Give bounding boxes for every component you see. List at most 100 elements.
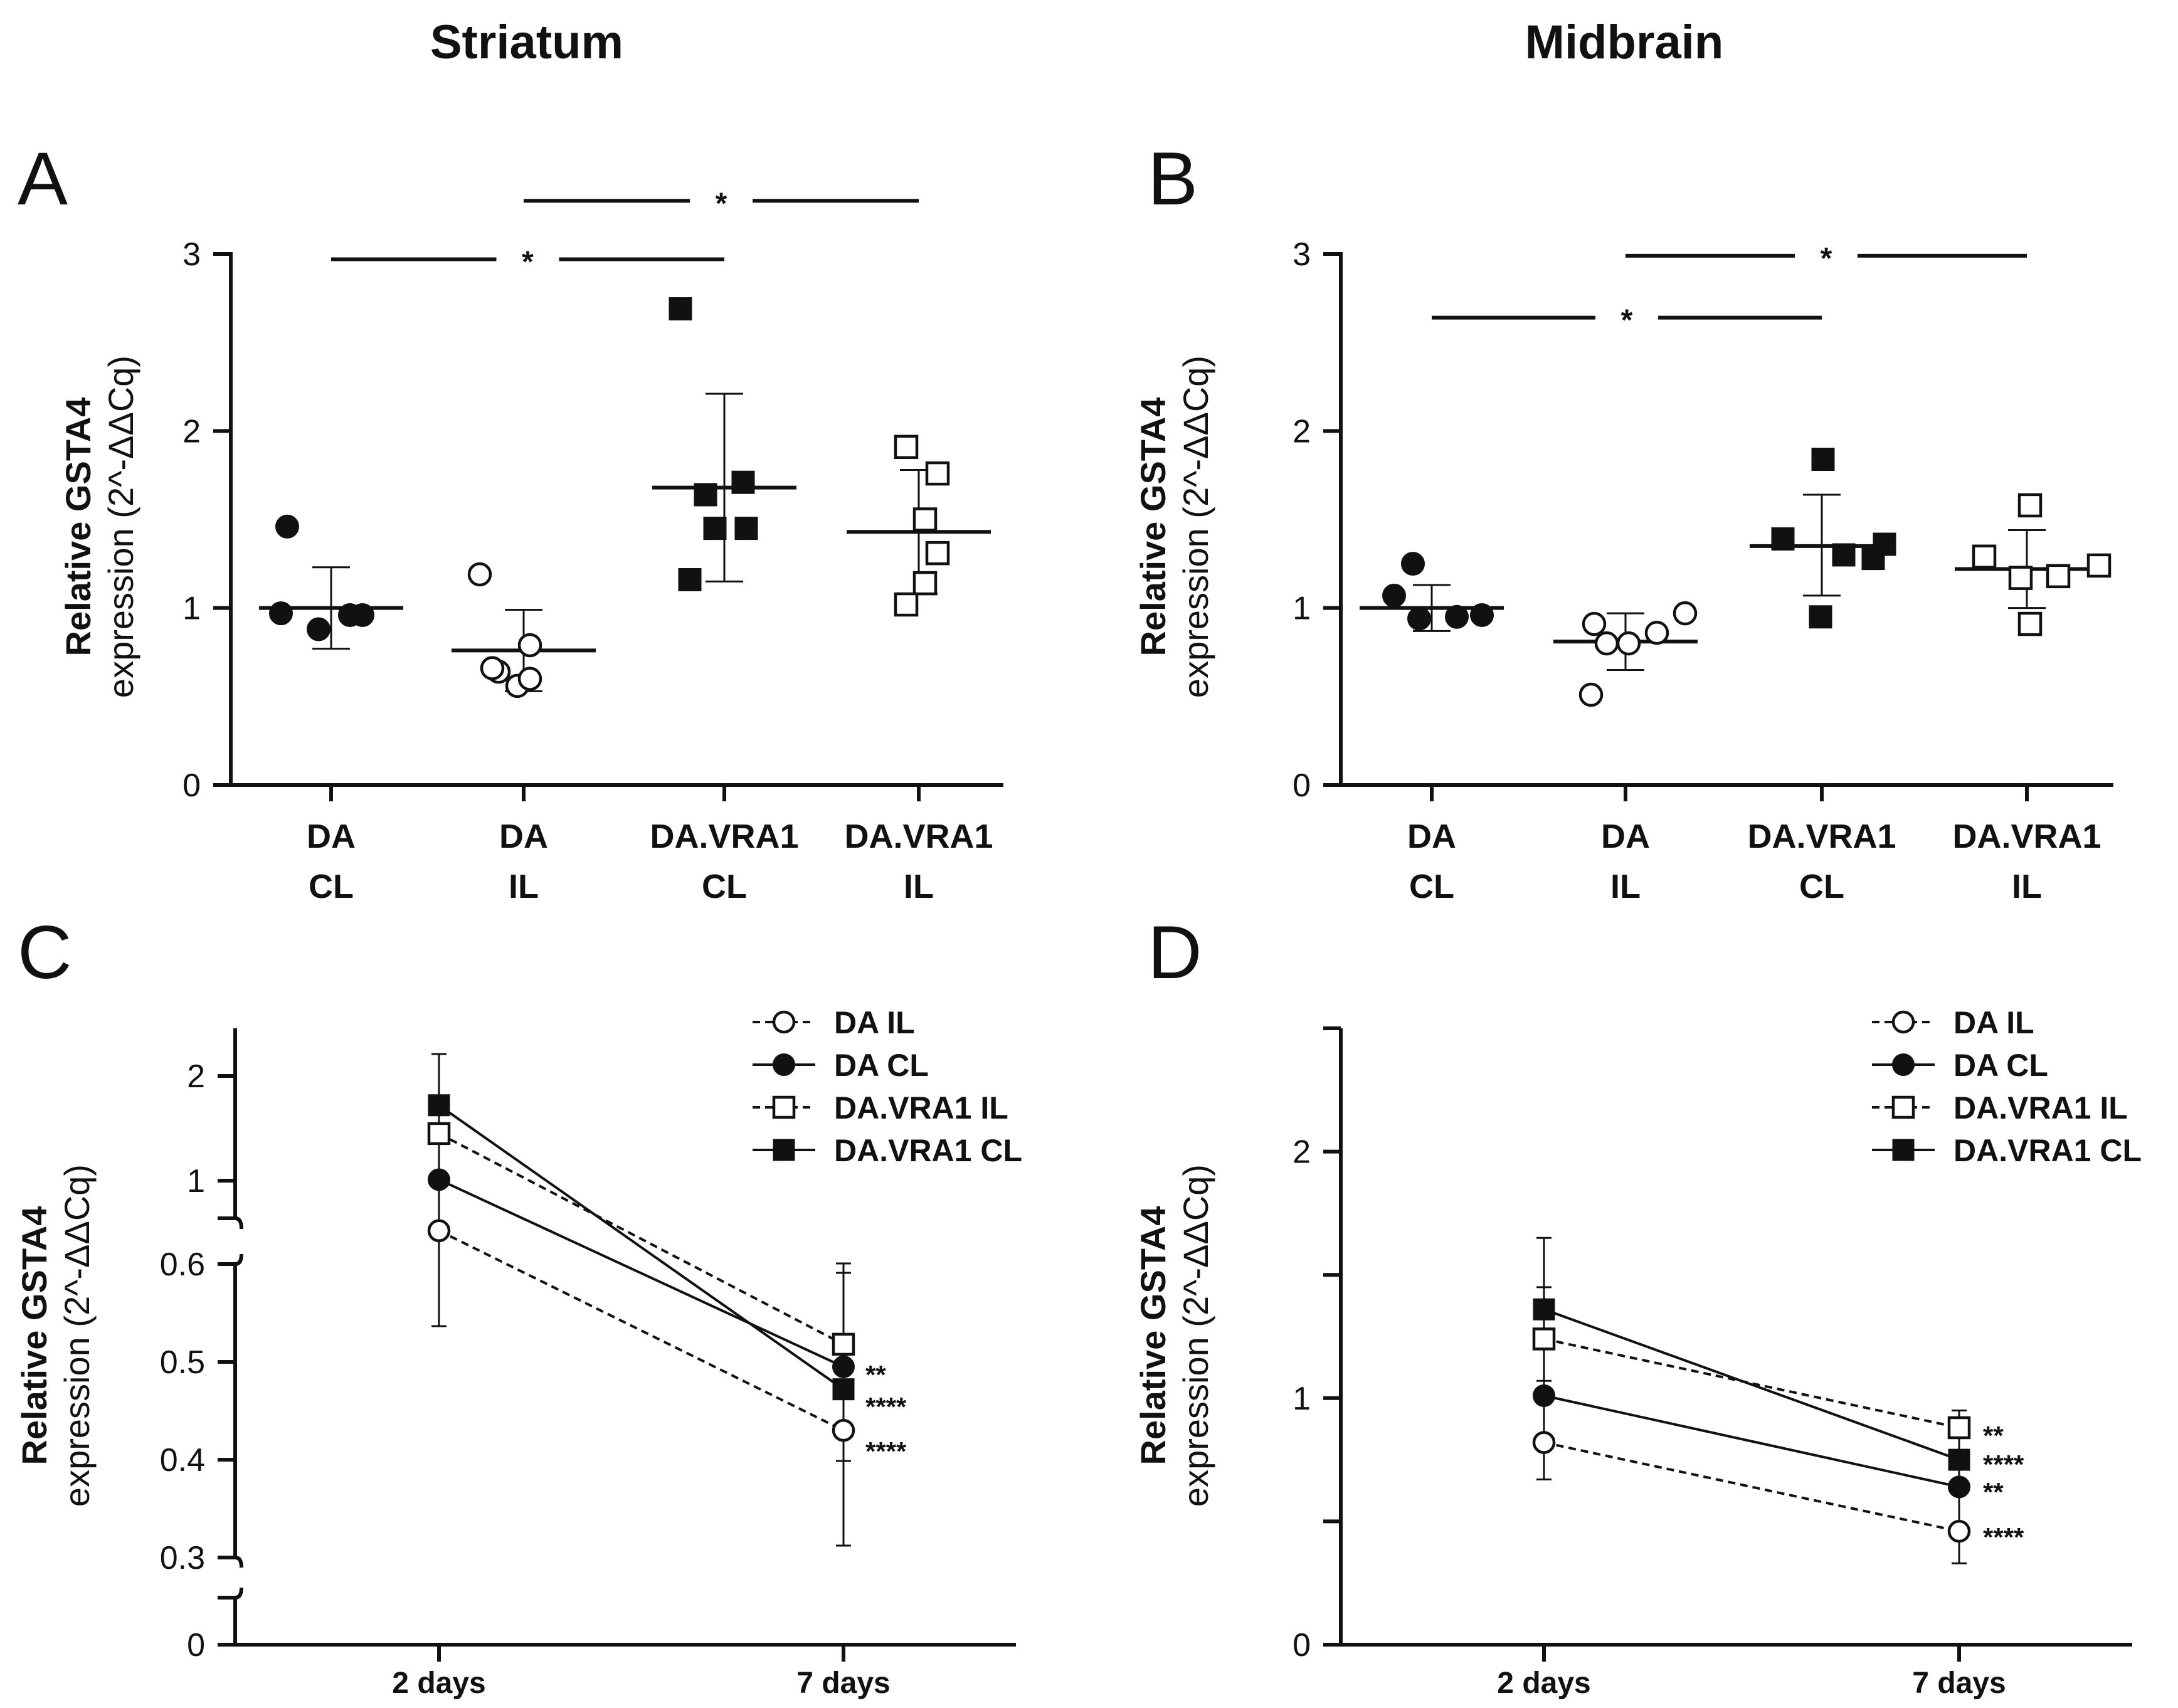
panel-b-ytick-label: 1 [1293,591,1311,627]
panel-a-data-point [467,562,492,587]
panel-a-data-point [925,461,950,486]
panel-a-xtick-label: IL [904,868,934,905]
panel-a-sig-star: * [716,187,727,220]
panel-b-data-point [1809,605,1832,629]
panel-c-legend-label: DA.VRA1 IL [834,1090,1008,1125]
panel-b-data-point [1582,611,1607,636]
panel-a-data-point [734,517,758,540]
panel-b-data-point [2046,564,2071,589]
panel-d-sig-stars: ** [1983,1421,2004,1450]
panel-b-ytick-label: 2 [1293,413,1311,450]
panel-c-ytick-label: 0.4 [160,1442,205,1479]
panel-c-sig-stars: ** [865,1360,886,1389]
panel-a-ylabel-line2: expression (2^-ΔΔCq) [101,356,140,698]
panel-c-legend-marker [772,1010,796,1034]
panel-c-data-point [832,1355,855,1378]
panel-b-data-point [1673,601,1698,626]
panel-c-series-line [438,1230,844,1431]
panel-d-legend-label: DA CL [1953,1048,2048,1083]
panel-c-xtick-label: 2 days [392,1667,485,1700]
panel-c-ylabel-line2: expression (2^-ΔΔCq) [57,1164,97,1507]
panel-a-data-point [480,656,505,680]
panel-d-sig-stars: ** [1983,1477,2004,1507]
panel-c-data-point [427,1122,451,1146]
panel-d-ytick-label: 2 [1293,1134,1311,1171]
striatum-title: Striatum [430,16,624,69]
panel-b-data-point [1832,543,1856,567]
panel-a-xtick-label: CL [309,868,354,905]
panel-b-xtick-label: DA [1601,818,1650,855]
panel-d-data-point [1947,1519,1971,1543]
panel-a-data-point [517,633,542,658]
panel-d-series-line [1543,1441,1960,1533]
panel-b-ytick-label: 3 [1293,236,1311,273]
panel-letter-b: B [1148,137,1198,221]
panel-b-xtick-label: DA [1407,818,1456,855]
panel-c-legend-label: DA.VRA1 CL [834,1133,1022,1168]
panel-d-data-point [1947,1416,1971,1440]
panel-d-legend-marker [1892,1053,1915,1076]
panel-b-xtick-label: DA.VRA1 [1952,818,2101,855]
panel-d-legend-label: DA.VRA1 CL [1953,1133,2142,1168]
panel-d-legend-label: DA.VRA1 IL [1953,1090,2128,1125]
panel-d-ytick-label: 1 [1293,1381,1311,1417]
panel-c-series-line [438,1104,845,1391]
panel-a-data-point [703,517,727,540]
panel-a-data-point [694,483,717,507]
panel-b-xtick-label: CL [1409,868,1454,905]
panel-a-sig-star: * [522,245,534,278]
panel-c-ylabel-line1: Relative GSTA4 [14,1206,54,1465]
panel-b-ylabel-line2: expression (2^-ΔΔCq) [1176,356,1215,698]
panel-b-data-point [1407,606,1431,631]
panel-d-data-point [1532,1327,1556,1351]
panel-d-series-line [1543,1394,1960,1489]
panel-b-data-point [1811,448,1835,472]
panel-c-data-point [832,1332,855,1356]
panel-d-xtick-label: 2 days [1497,1667,1590,1700]
panel-b-sig-star: * [1821,242,1832,275]
panel-a-data-point [351,603,374,627]
panel-a-data-point [731,470,755,494]
panel-c-xtick-label: 7 days [796,1667,890,1700]
panel-b-data-point [1382,583,1406,608]
panel-b-ylabel-line1: Relative GSTA4 [1133,398,1173,656]
panel-b-data-point [2086,553,2112,578]
panel-c-series-line [438,1178,844,1368]
panel-d-legend-marker [1891,1010,1915,1034]
panel-d-sig-stars: **** [1983,1522,2024,1552]
panel-a-ylabel-line1: Relative GSTA4 [58,398,98,656]
panel-b-data-point [2017,611,2043,636]
panel-d-sig-stars: **** [1983,1450,2024,1479]
panel-c-legend-marker [773,1053,795,1076]
panel-d-data-point [1533,1384,1555,1407]
panel-a-data-point [269,601,293,626]
panel-b-data-point [1972,544,1997,569]
panel-c-axis-break [218,1587,243,1600]
panel-d-data-point [1948,1448,1970,1471]
panel-c-axis-break [218,1556,243,1568]
panel-b-data-point [1616,631,1641,656]
panel-c-ytick-label: 2 [187,1058,205,1095]
panel-a-data-point [275,514,299,539]
panel-a-data-point [894,435,919,459]
panel-a-data-point [669,297,692,321]
panel-a-ytick-label: 1 [182,591,201,627]
panel-c-ytick-label: 0 [187,1627,205,1663]
panel-d-data-point [1948,1475,1970,1499]
panel-b-data-point [1445,604,1469,629]
panel-d-ylabel-line2: expression (2^-ΔΔCq) [1176,1164,1215,1507]
panel-a-xtick-label: CL [702,868,747,905]
panel-d-xtick-label: 7 days [1912,1667,2006,1700]
panel-d-ytick-label: 0 [1293,1627,1311,1663]
midbrain-title: Midbrain [1525,16,1724,69]
panel-letter-d: D [1148,910,1202,994]
panel-a-xtick-label: DA.VRA1 [650,818,798,855]
panel-a-xtick-label: DA [499,818,548,855]
panel-b-ytick-label: 0 [1293,767,1311,804]
panel-b-data-point [1470,603,1494,627]
panel-c-data-point [428,1094,450,1117]
panel-d-data-point [1532,1431,1556,1454]
panel-a-ytick-label: 3 [182,236,201,273]
panel-d-legend-marker [1892,1139,1915,1161]
panel-a-xtick-label: DA [307,818,356,855]
